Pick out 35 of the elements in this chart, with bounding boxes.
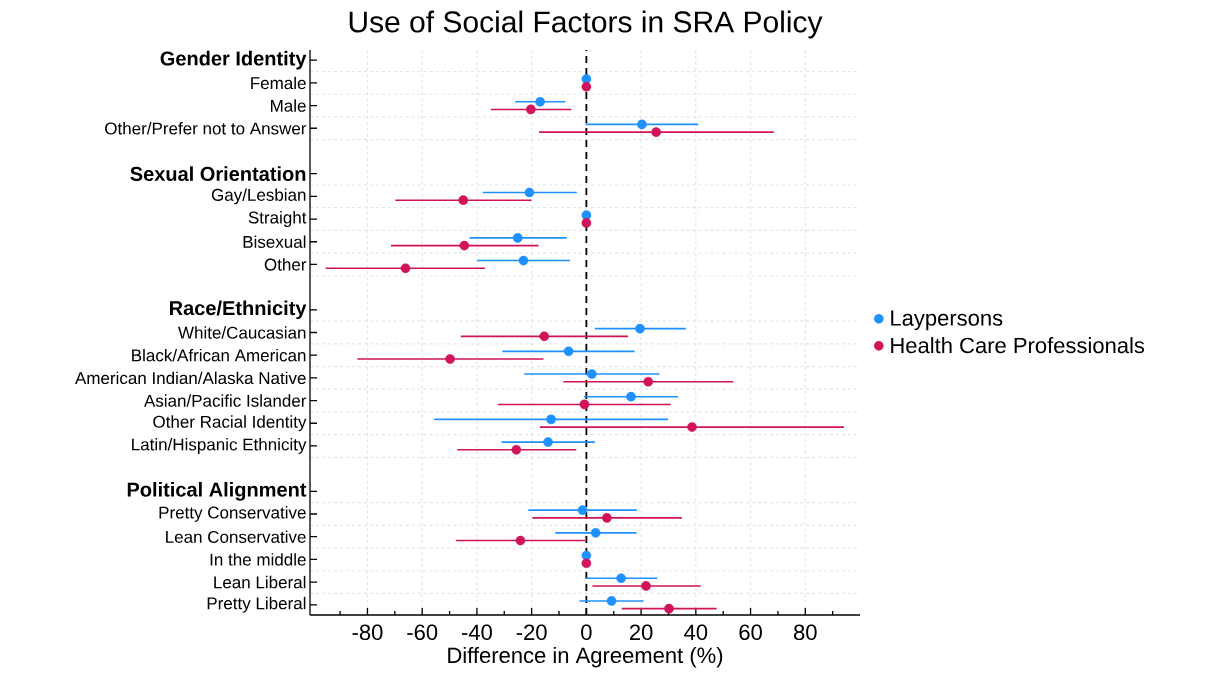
y-tick-label: Political Alignment [127, 481, 307, 501]
x-tick-label: -20 [516, 624, 547, 641]
x-axis-title: Difference in Agreement (%) [448, 646, 723, 668]
y-tick-label: Latin/Hispanic Ethnicity [132, 438, 307, 454]
y-tick-label: Bisexual [243, 235, 306, 248]
y-tick-label: Gay/Lesbian [211, 188, 306, 205]
x-tick-label: 20 [629, 624, 653, 641]
y-tick-label: Race/Ethnicity [170, 300, 307, 320]
x-tick-label: -80 [352, 624, 383, 641]
y-tick-label: Pretty Conservative [159, 506, 306, 522]
legend-label: Laypersons [891, 310, 1003, 331]
y-tick-label: White/Caucasian [178, 326, 306, 339]
y-tick-label: Straight [248, 211, 307, 227]
y-tick-label: Gender Identity [160, 50, 307, 70]
y-tick-label: Sexual Orientation [130, 166, 306, 182]
x-tick-label: 80 [794, 624, 817, 641]
y-tick-label: Asian/Pacific Islander [143, 394, 307, 407]
x-tick-label: 40 [684, 624, 708, 641]
x-tick-label: -40 [462, 624, 492, 641]
y-tick-label: American Indian/Alaska Native [75, 371, 306, 385]
y-tick-label: Other [264, 258, 307, 271]
y-tick-label: Pretty Liberal [207, 596, 306, 613]
y-tick-label: Female [251, 76, 306, 90]
chart-title: Use of Social Factors in SRA Policy [349, 10, 823, 39]
y-tick-label: Black/African American [132, 348, 306, 362]
y-tick-label: Lean Conservative [166, 530, 306, 543]
legend-label: Health Care Professionals [891, 337, 1145, 354]
y-tick-label: Other/Prefer not to Answer [105, 122, 307, 135]
y-tick-label: Other Racial Identity [153, 415, 307, 432]
y-tick-label: Male [271, 99, 306, 112]
x-tick-label: 60 [739, 624, 762, 641]
x-tick-label: 0 [581, 624, 592, 641]
y-tick-label: Lean Liberal [214, 575, 306, 589]
y-tick-label: In the middle [210, 553, 306, 566]
x-tick-label: -60 [407, 624, 438, 641]
